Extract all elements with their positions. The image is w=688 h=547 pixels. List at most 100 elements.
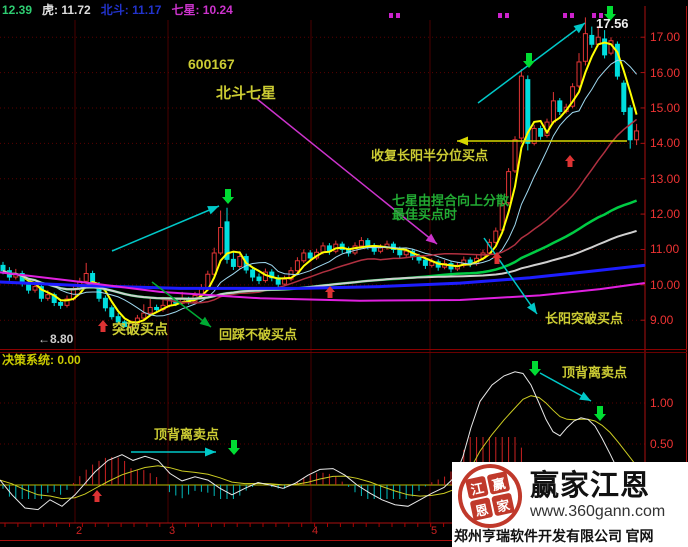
candle-body — [64, 298, 70, 306]
candle-body — [570, 86, 576, 107]
candle-body — [307, 252, 313, 259]
price-axis-label: 14.00 — [650, 136, 681, 151]
candle-body — [493, 230, 499, 243]
annotation-text: 七星由捏合向上分散 — [392, 193, 510, 208]
price-axis-label: 15.00 — [650, 100, 681, 115]
annotation-arrow — [111, 205, 220, 252]
annotation-arrow — [256, 98, 438, 245]
top-signal-mark — [570, 13, 574, 18]
candle-body — [294, 260, 300, 272]
month-axis-label: 5 — [431, 525, 438, 537]
arrowhead-icon — [425, 233, 437, 244]
indicator-value: 12.39 — [2, 3, 33, 17]
sell-signal-down-arrow-icon — [228, 440, 240, 455]
ma-pale-blue — [2, 59, 637, 317]
candle-body — [45, 294, 51, 299]
sell-signal-down-arrow-icon — [594, 406, 606, 421]
candle-body — [512, 139, 518, 172]
candle-body — [506, 171, 512, 204]
candle-body — [557, 100, 563, 112]
sell-signal-down-arrow-icon — [222, 189, 234, 204]
price-axis-label: 11.00 — [650, 242, 680, 257]
candle-body — [250, 269, 256, 278]
candle-body — [288, 270, 294, 280]
brand-url[interactable]: www.360gann.com — [530, 502, 666, 520]
candle-body — [230, 258, 236, 267]
annotation-text: 收复长阳半分位买点 — [371, 148, 489, 163]
seal-char: 赢 — [486, 471, 511, 495]
candle-body — [576, 61, 582, 87]
month-axis-label: 4 — [312, 525, 319, 537]
candle-body — [550, 100, 556, 123]
ma-fast-yellow — [2, 41, 638, 324]
price-axis-label: 17.00 — [650, 30, 681, 45]
annotation-text: 17.56 — [596, 16, 629, 31]
candle-body — [365, 240, 371, 247]
candle-body — [525, 79, 531, 144]
candle-body — [224, 221, 230, 260]
seal-char: 江 — [465, 475, 489, 500]
annotation-text: 600167 — [188, 56, 235, 72]
brand-subtitle: 郑州亨瑞软件开发有限公司 官网 — [454, 530, 654, 545]
annotation-text: 突破买点 — [112, 321, 168, 337]
annotation-text: 顶背离卖点 — [154, 427, 220, 442]
candle-body — [531, 127, 537, 144]
top-signal-mark — [599, 13, 603, 18]
annotation-text: 长阳突破买点 — [545, 311, 624, 326]
candle-body — [102, 297, 108, 309]
brand-seal-icon: 江赢恩家 — [452, 458, 528, 534]
price-axis-label: 16.00 — [650, 65, 681, 80]
annotation-text: 回踩不破买点 — [219, 327, 298, 342]
candle-body — [634, 130, 640, 141]
month-axis-label: 2 — [76, 525, 83, 537]
arrowhead-icon — [207, 206, 219, 215]
candle-body — [538, 127, 544, 137]
arrowhead-icon — [199, 316, 211, 327]
dif-line — [0, 371, 644, 511]
price-axis-label: 12.00 — [650, 207, 681, 222]
candle-body — [582, 33, 588, 62]
top-signal-mark — [498, 13, 502, 18]
price-axis-label: 9.00 — [650, 313, 674, 328]
candle-body — [218, 227, 224, 254]
candle-body — [115, 316, 121, 323]
top-signal-mark — [592, 13, 596, 18]
top-signal-mark — [389, 13, 393, 18]
seal-char: 恩 — [469, 497, 494, 521]
top-signal-mark — [505, 13, 509, 18]
arrowhead-icon — [527, 302, 537, 314]
price-axis-label: 1.00 — [650, 396, 674, 410]
candle-body — [109, 307, 115, 318]
indicator-value: 北斗: 11.17 — [100, 3, 162, 17]
candle-body — [397, 248, 403, 256]
candle-body — [141, 312, 147, 319]
candle-body — [32, 286, 38, 291]
sell-signal-down-arrow-icon — [529, 361, 541, 376]
candle-body — [237, 256, 243, 267]
annotation-text: 顶背离卖点 — [562, 365, 628, 380]
candle-body — [621, 82, 627, 112]
candle-body — [602, 38, 608, 56]
buy-signal-up-arrow-icon — [325, 286, 335, 298]
candle-body — [83, 273, 89, 282]
annotation-arrow — [483, 237, 538, 315]
price-axis-label: 13.00 — [650, 171, 681, 186]
buy-signal-up-arrow-icon — [492, 252, 502, 264]
buy-signal-up-arrow-icon — [98, 320, 108, 332]
annotation-text: ←8.80 — [38, 332, 74, 346]
sell-signal-down-arrow-icon — [604, 6, 616, 21]
candle-body — [282, 278, 288, 285]
candle-body — [589, 34, 595, 45]
top-signal-mark — [396, 13, 400, 18]
candle-body — [154, 306, 160, 311]
ma-slow-magenta — [0, 271, 645, 302]
candle-body — [390, 243, 396, 250]
candle-body — [211, 252, 217, 275]
price-axis-label: 10.00 — [650, 277, 681, 292]
indicator-header: 12.39 虎: 11.72 北斗: 11.17 七星: 10.24 — [2, 1, 243, 18]
buy-signal-up-arrow-icon — [92, 490, 102, 502]
candle-body — [38, 286, 44, 299]
candle-body — [122, 321, 128, 328]
annotation-arrow — [151, 281, 212, 328]
